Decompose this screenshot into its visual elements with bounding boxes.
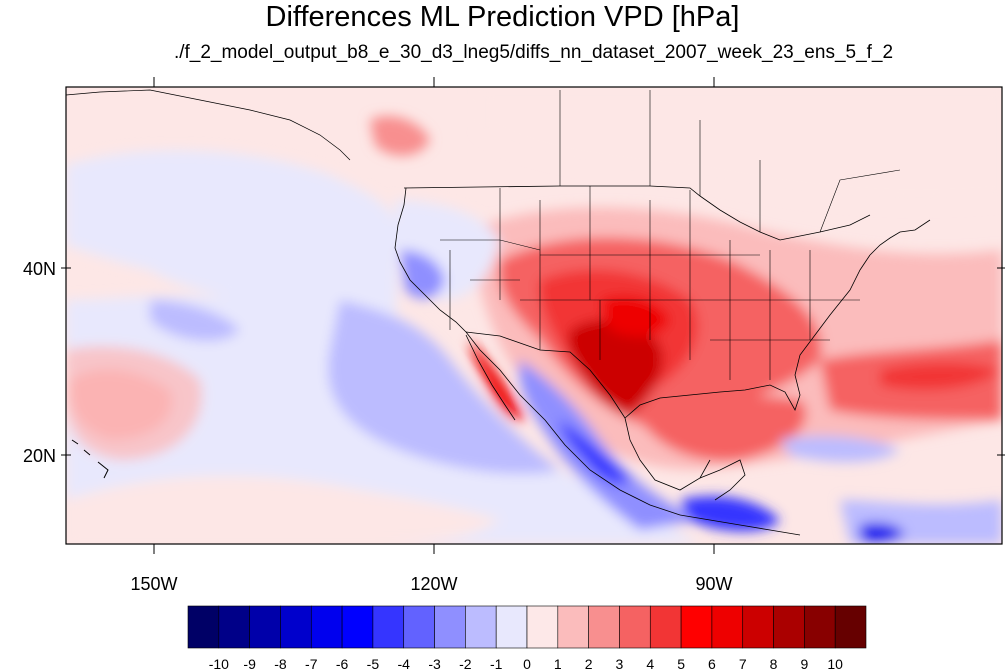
colorbar-label: -8 xyxy=(274,656,287,672)
us-mexico-border xyxy=(465,331,626,419)
colorbar-swatch xyxy=(742,605,774,649)
atlantic-red-core xyxy=(880,362,1000,390)
texas-max xyxy=(568,319,663,415)
colorbar-swatch xyxy=(249,605,281,649)
lat-label-40n: 40N xyxy=(23,259,56,279)
lat-label-20n: 20N xyxy=(23,446,56,466)
colorbar-label: 3 xyxy=(616,656,624,672)
colorbar-label: 2 xyxy=(585,656,593,672)
colorbar-swatch xyxy=(434,605,466,649)
colorbar: -10 -9 -8 -7 -6 -5 -4 -3 -2 -1 0 1 2 3 4 5 6 7 8 9 10 xyxy=(187,605,867,672)
yucatan xyxy=(699,459,746,501)
panama-blue xyxy=(860,523,905,543)
colorbar-swatch xyxy=(711,605,744,649)
boundaries xyxy=(66,89,931,536)
colorbar-swatch xyxy=(588,605,620,649)
lon-label-90w: 90W xyxy=(695,574,732,594)
colorbar-label: 4 xyxy=(646,656,654,672)
colorbar-label: 8 xyxy=(770,656,778,672)
baja xyxy=(465,334,516,421)
colorbar-label: -3 xyxy=(428,656,441,672)
state-lines xyxy=(440,186,860,380)
central-america xyxy=(679,514,801,536)
colorbar-label: -7 xyxy=(305,656,318,672)
colorbar-swatch xyxy=(834,605,867,649)
colorbar-swatch xyxy=(804,605,836,649)
east-coast xyxy=(869,219,931,256)
colorbar-label: -4 xyxy=(398,656,411,672)
colorbar-swatch xyxy=(218,605,250,649)
colorbar-swatch xyxy=(403,605,435,649)
gulf-coast xyxy=(624,254,871,419)
hawaii xyxy=(71,439,109,479)
colorbar-swatch xyxy=(465,605,497,649)
colorbar-label: -1 xyxy=(490,656,503,672)
colorbar-swatch xyxy=(187,605,220,649)
california-blue xyxy=(400,250,445,299)
colorbar-label: 6 xyxy=(708,656,716,672)
lon-label-120w: 120W xyxy=(410,574,457,594)
colorbar-swatch xyxy=(773,605,805,649)
colorbar-label: 7 xyxy=(739,656,747,672)
colorbar-swatch xyxy=(526,605,559,649)
oklahoma-max xyxy=(600,296,670,337)
colorbar-label: 9 xyxy=(800,656,808,672)
pacific-pink-band xyxy=(66,476,500,544)
lat-tick-labels: 40N 20N xyxy=(23,259,56,466)
mexico-blue xyxy=(519,360,700,530)
colorbar-swatch xyxy=(372,605,405,649)
colorbar-label: -5 xyxy=(367,656,380,672)
west-pacific-patch-outer xyxy=(66,346,202,460)
canada-pink xyxy=(480,90,1002,204)
colorbar-swatch xyxy=(557,605,589,649)
east-pacific-blue-2 xyxy=(328,300,560,474)
gulf-red xyxy=(640,396,807,461)
alaska-coast xyxy=(66,89,351,161)
pacific-blue-3 xyxy=(150,300,240,341)
plot-title: Differences ML Prediction VPD [hPa] xyxy=(265,1,740,33)
canada-provinces xyxy=(559,90,901,233)
colorbar-label: 5 xyxy=(677,656,685,672)
baja-red xyxy=(470,340,525,421)
colorbar-swatch xyxy=(680,605,713,649)
west-coast xyxy=(394,187,467,333)
colorbar-label: 0 xyxy=(523,656,531,672)
map-frame xyxy=(65,86,1003,545)
gulf-alaska-patch xyxy=(370,116,430,156)
colorbar-label: -6 xyxy=(336,656,349,672)
mexico-west-coast xyxy=(465,331,681,516)
colorbar-swatch xyxy=(649,605,682,649)
north-pacific-blue xyxy=(66,150,400,330)
lon-tick-labels: 150W 120W 90W xyxy=(130,574,732,594)
axis-ticks xyxy=(61,77,1005,554)
caribbean-blue xyxy=(780,435,900,462)
lon-label-150w: 150W xyxy=(130,574,177,594)
colorbar-swatch xyxy=(310,605,343,649)
colorbar-swatch xyxy=(341,605,374,649)
colorbar-swatch xyxy=(619,605,651,649)
central-america-blue xyxy=(680,496,780,532)
plot-subtitle: ./f_2_model_output_b8_e_30_d3_lneg5/diff… xyxy=(173,42,894,63)
colorbar-swatch xyxy=(495,605,528,649)
colorbar-label: 10 xyxy=(827,656,843,672)
colorbar-swatch xyxy=(280,605,312,649)
contour-field xyxy=(66,87,1002,544)
mexico-blue-dark xyxy=(560,420,630,484)
colorbar-label: -10 xyxy=(209,656,229,672)
colorbar-label: 1 xyxy=(554,656,562,672)
colorbar-label: -9 xyxy=(243,656,256,672)
colorbar-label: -2 xyxy=(459,656,472,672)
